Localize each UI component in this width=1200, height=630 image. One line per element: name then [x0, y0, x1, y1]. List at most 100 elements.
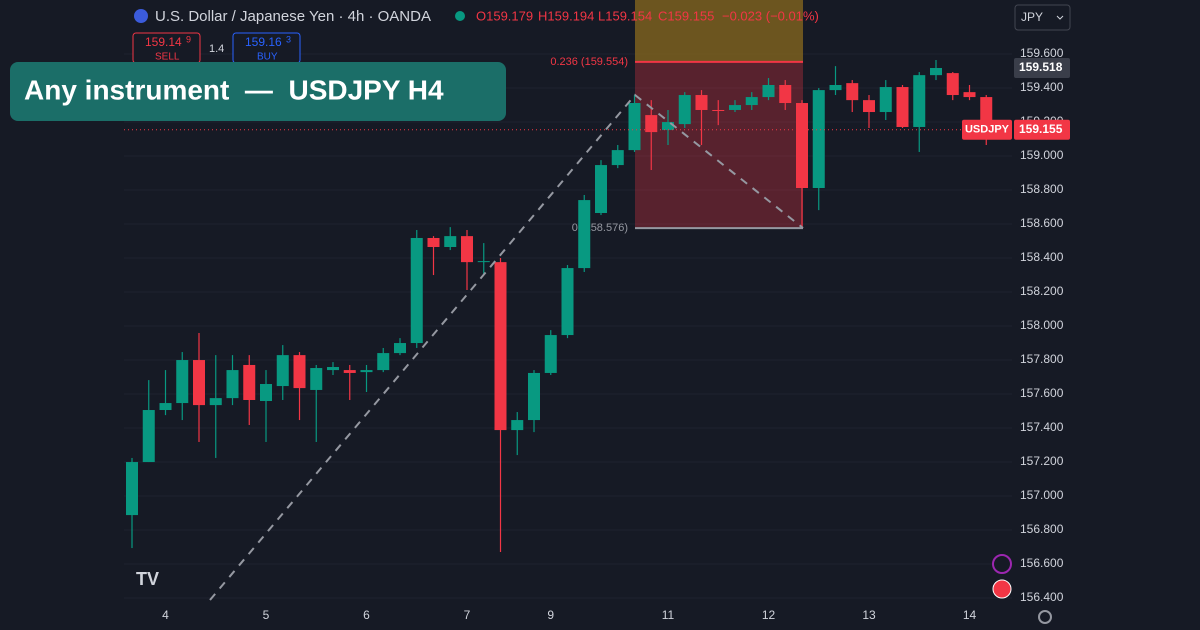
candle-body: [796, 103, 808, 189]
candle-body: [762, 84, 775, 98]
price-tag-label: 159.518: [1019, 60, 1063, 74]
price-tag: [1014, 57, 1070, 78]
x-tick-label: 13: [862, 608, 876, 622]
y-tick-label: 156.400: [1020, 590, 1064, 604]
flag-icon: [134, 9, 148, 23]
x-tick-label: 9: [547, 608, 554, 622]
candle-body: [645, 115, 658, 133]
market-status: [455, 11, 465, 21]
candle-body: [343, 370, 356, 373]
candle-body: [176, 360, 189, 404]
candle-body: [410, 237, 423, 344]
candle-body: [226, 370, 239, 399]
candle-body: [528, 372, 540, 421]
spread: 1.4: [209, 43, 224, 55]
candle-body: [779, 84, 792, 104]
candle-body: [963, 92, 976, 98]
candle-body: [695, 95, 708, 110]
candle-body: [142, 410, 155, 463]
candle-body: [159, 403, 172, 411]
fib-tool: 0.236 (159.554)0 (158.576): [550, 56, 803, 234]
candle-body: [578, 200, 591, 269]
y-tick-label: 158.600: [1020, 216, 1064, 230]
y-tick-label: 158.800: [1020, 182, 1064, 196]
candle-body: [310, 368, 323, 390]
candle-body: [461, 236, 473, 263]
banner: [10, 62, 506, 121]
logo: TV: [136, 569, 159, 589]
candle-body: [444, 236, 457, 247]
x-tick-label: 11: [662, 608, 675, 622]
settings-icon[interactable]: [1038, 610, 1052, 624]
y-tick-label: 157.000: [1020, 488, 1064, 502]
candle-body: [611, 150, 624, 166]
currency-label: JPY: [1021, 10, 1043, 24]
buy-price: 159.16: [245, 35, 282, 49]
candle-body: [544, 335, 557, 373]
candle-body: [209, 398, 222, 406]
candles: [126, 60, 993, 552]
y-tick-label: 158.400: [1020, 250, 1064, 264]
y-tick-label: 158.200: [1020, 284, 1064, 298]
candle-body: [327, 367, 339, 371]
buy-pip: 3: [286, 34, 291, 44]
price-axis: [1012, 0, 1200, 630]
y-tick-label: 157.400: [1020, 420, 1064, 434]
candle-body: [812, 90, 825, 189]
candle-body: [477, 261, 490, 263]
candle-body: [930, 67, 942, 76]
fib-label: 0.236 (159.554): [550, 56, 628, 68]
fib-zone: [635, 61, 803, 229]
y-tick-label: 157.600: [1020, 386, 1064, 400]
candle-body: [427, 237, 440, 247]
candle-body: [829, 84, 842, 91]
symbol-tag-label: USDJPY: [965, 124, 1010, 136]
x-tick-label: 4: [162, 608, 169, 622]
candle-body: [628, 103, 641, 151]
candle-body: [662, 122, 674, 131]
x-tick-label: 14: [963, 608, 977, 622]
candle-body: [293, 355, 306, 389]
symbol-tag: [962, 119, 1012, 140]
candle-body: [712, 109, 725, 112]
ohlc-close: C159.155: [658, 8, 714, 23]
y-tick-label: 158.000: [1020, 318, 1064, 332]
sell-label: SELL: [155, 52, 180, 63]
candle-body: [863, 100, 875, 113]
ohlc-high: H159.194: [538, 8, 594, 23]
symbol-title: U.S. Dollar / Japanese Yen · 4h · OANDA: [155, 8, 431, 25]
candle-body: [896, 87, 909, 127]
sell-price: 159.14: [145, 35, 182, 49]
ohlc-open: O159.179: [476, 8, 533, 23]
axis: 156.400 156.600 156.800 157.000 157.200 157.4…: [124, 46, 1070, 622]
sell-pip: 9: [186, 34, 191, 44]
ohlc-change: −0.023 (−0.01%): [722, 8, 819, 23]
x-tick-label: 7: [464, 608, 471, 622]
candle-body: [394, 343, 406, 354]
y-tick-label: 156.800: [1020, 522, 1064, 536]
candle-body: [745, 97, 758, 106]
x-tick-label: 6: [363, 608, 370, 622]
candle-body: [276, 355, 289, 387]
drawing-path: [209, 93, 804, 601]
icon-flag: [992, 579, 1012, 599]
y-tick-label: 156.600: [1020, 556, 1064, 570]
y-tick-label: 157.800: [1020, 352, 1064, 366]
candle-body: [729, 105, 741, 110]
candle-body: [377, 353, 390, 371]
candle-body: [511, 420, 524, 431]
candle-body: [360, 370, 373, 373]
candle-body: [561, 268, 574, 336]
candle-body: [126, 462, 138, 516]
currency-select[interactable]: [1014, 4, 1071, 31]
y-tick-label: 159.400: [1020, 80, 1064, 94]
y-tick-label: 159.600: [1020, 46, 1064, 60]
buy-label: BUY: [257, 52, 278, 63]
x-tick-label: 12: [762, 608, 776, 622]
candle-body: [678, 95, 691, 125]
y-tick-label: 157.200: [1020, 454, 1064, 468]
icon-bolt: [992, 554, 1012, 574]
candle-body: [193, 360, 205, 406]
